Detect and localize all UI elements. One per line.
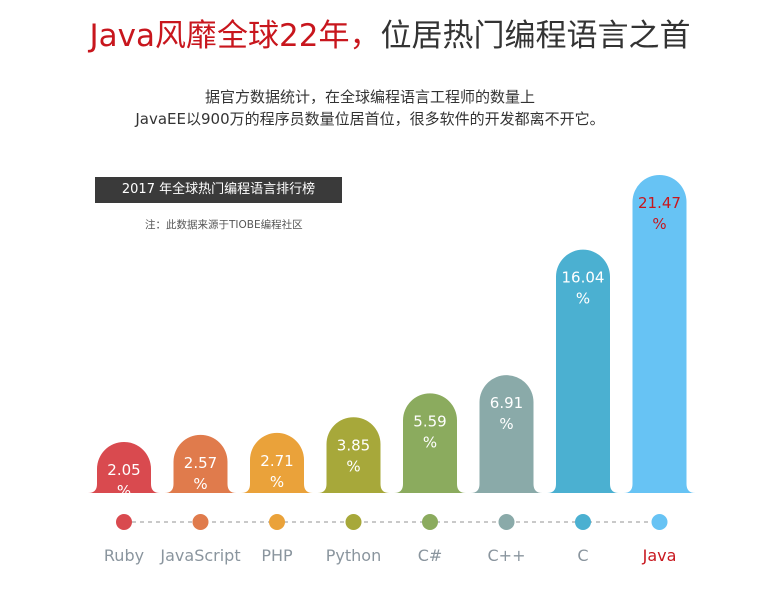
value-unit-csharp: % (423, 433, 437, 451)
chart-title: 2017 年全球热门编程语言排行榜 (95, 177, 342, 203)
subtitle-line-2: JavaEE以900万的程序员数量位居首位，很多软件的开发都离不开它。 (135, 110, 605, 128)
bar-ruby (88, 442, 160, 493)
marker-dot-c (575, 514, 591, 530)
page-headline: Java风靡全球22年，位居热门编程语言之首 (0, 14, 780, 58)
bar-java (623, 175, 696, 493)
bar-javascript (164, 434, 237, 493)
bar-python (317, 417, 390, 493)
value-label-javascript: 2.57 (184, 454, 217, 472)
marker-dot-csharp (422, 514, 438, 530)
headline-accent: Java风靡全球22年， (89, 18, 381, 54)
value-label-c: 16.04 (562, 269, 605, 287)
marker-dot-ruby (116, 514, 132, 530)
category-label-javascript: JavaScript (159, 546, 240, 565)
value-unit-ruby: % (117, 482, 131, 500)
subtitle: 据官方数据统计，在全球编程语言工程师的数量上 JavaEE以900万的程序员数量… (60, 86, 680, 130)
category-label-php: PHP (261, 546, 293, 565)
marker-dot-python (345, 514, 362, 530)
headline-rest: 位居热门编程语言之首 (380, 18, 691, 54)
value-unit-python: % (346, 457, 360, 475)
marker-dot-javascript (192, 514, 209, 530)
value-label-ruby: 2.05 (107, 461, 140, 479)
bar-cplusplus (470, 375, 543, 493)
category-label-ruby: Ruby (104, 546, 144, 565)
category-label-cplusplus: C++ (488, 546, 526, 565)
value-label-java: 21.47 (638, 194, 681, 212)
value-unit-java: % (652, 215, 666, 233)
marker-dot-php (269, 514, 285, 530)
value-unit-javascript: % (193, 475, 207, 493)
category-label-c: C (577, 546, 588, 565)
marker-dot-java (651, 514, 668, 530)
category-label-csharp: C# (418, 546, 443, 565)
category-label-python: Python (326, 546, 381, 565)
chart-source-note: 注：此数据来源于TIOBE编程社区 (145, 219, 303, 231)
value-label-python: 3.85 (337, 436, 370, 454)
bar-c (547, 249, 619, 493)
bar-csharp (394, 393, 466, 493)
value-label-php: 2.71 (260, 452, 293, 470)
value-label-csharp: 5.59 (413, 412, 446, 430)
value-label-cplusplus: 6.91 (490, 394, 523, 412)
category-label-java: Java (642, 546, 677, 565)
value-unit-php: % (270, 473, 284, 491)
value-unit-cplusplus: % (499, 415, 513, 433)
subtitle-line-1: 据官方数据统计，在全球编程语言工程师的数量上 (204, 88, 535, 106)
marker-dot-cplusplus (498, 514, 515, 530)
value-unit-c: % (576, 290, 590, 308)
bar-php (241, 432, 313, 493)
